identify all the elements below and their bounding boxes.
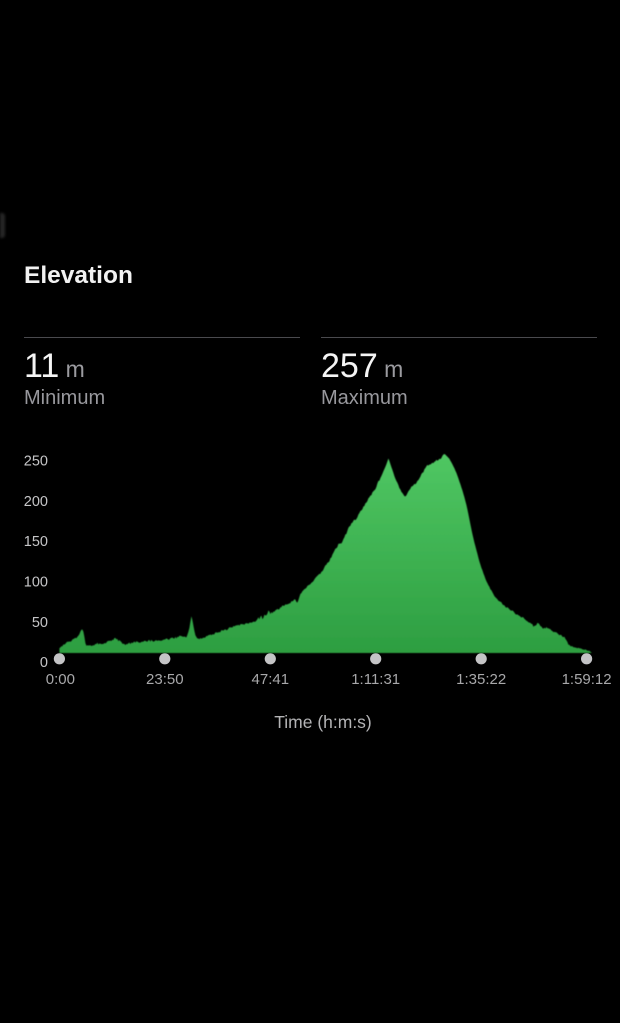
svg-text:50: 50 [32, 615, 48, 631]
svg-text:200: 200 [24, 494, 48, 510]
svg-text:1:35:22: 1:35:22 [456, 671, 506, 688]
svg-text:150: 150 [24, 534, 48, 550]
svg-text:47:41: 47:41 [252, 671, 290, 688]
svg-text:0: 0 [40, 655, 48, 671]
svg-text:100: 100 [24, 575, 48, 591]
svg-text:23:50: 23:50 [146, 671, 184, 688]
svg-text:250: 250 [24, 454, 48, 470]
svg-text:1:59:12: 1:59:12 [562, 671, 612, 688]
svg-text:1:11:31: 1:11:31 [351, 671, 400, 688]
svg-text:Time (h:m:s): Time (h:m:s) [274, 712, 372, 732]
svg-text:0:00: 0:00 [46, 671, 75, 688]
